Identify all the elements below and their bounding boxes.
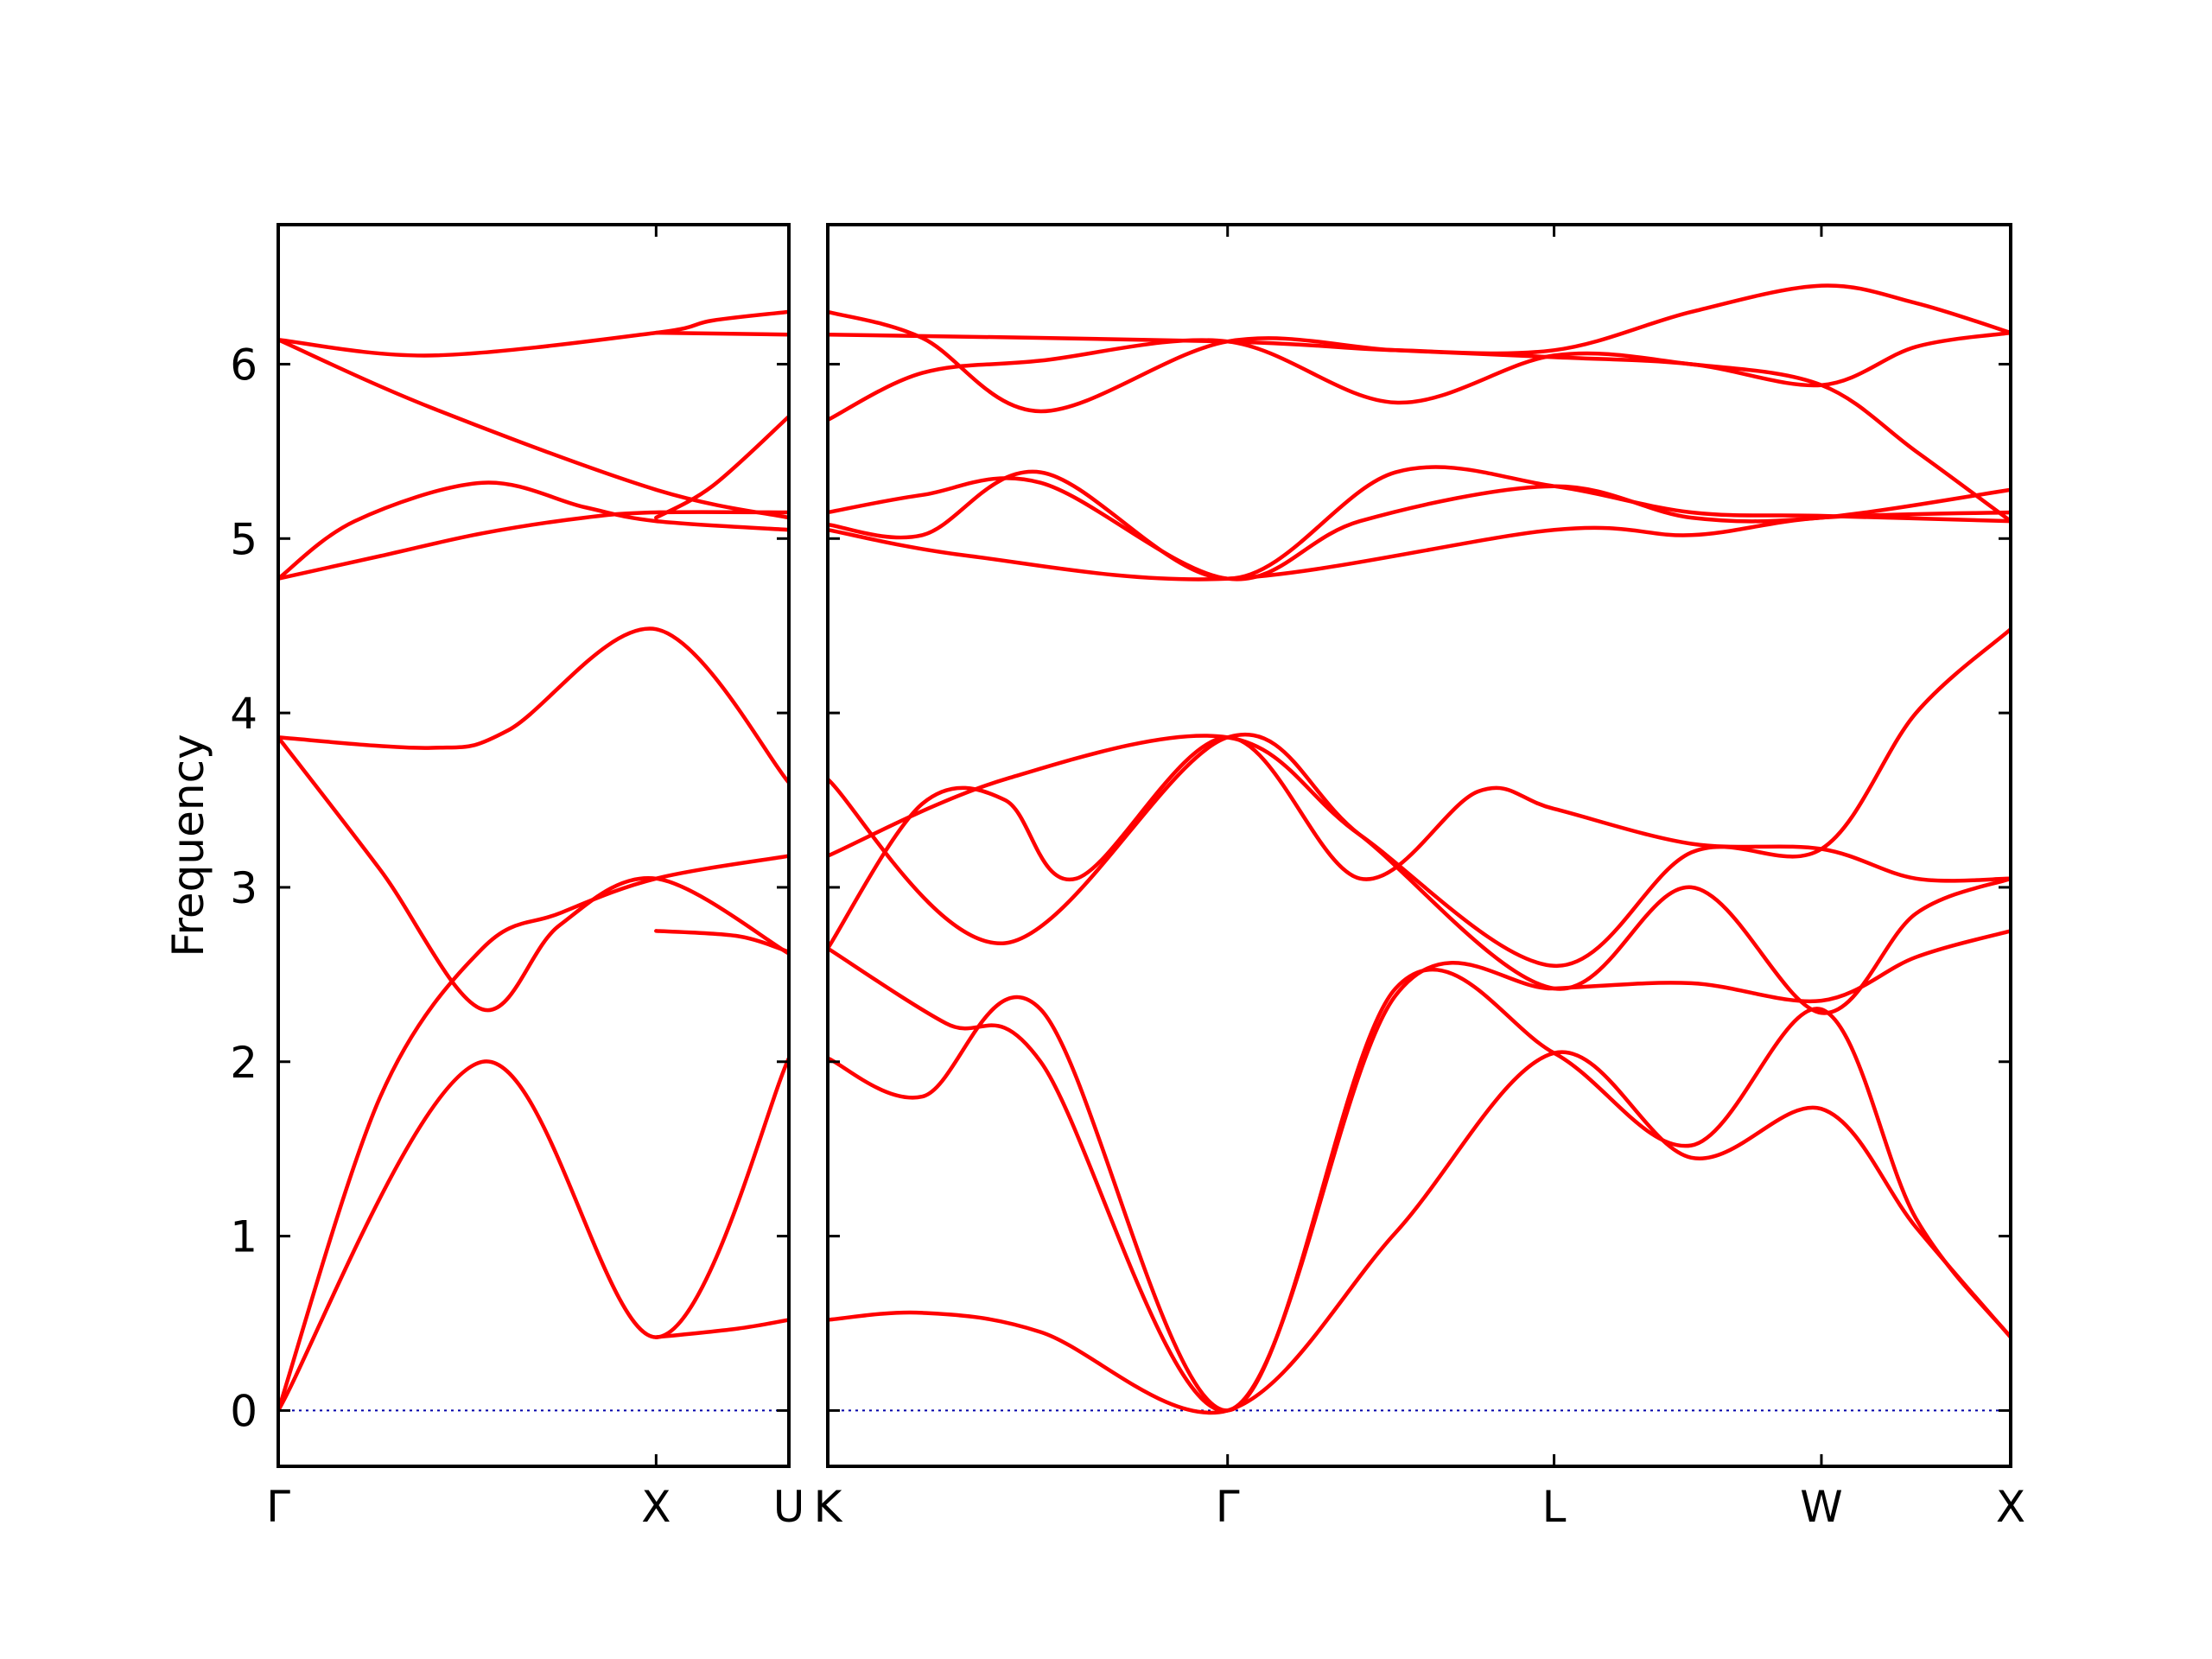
x-tick-label: K [814, 1482, 843, 1532]
x-tick-label: U [773, 1482, 805, 1532]
x-tick-label: Γ [266, 1482, 290, 1532]
panel-frame [276, 223, 791, 1468]
x-tick-label: Γ [1216, 1482, 1240, 1532]
y-tick-label: 5 [230, 514, 257, 564]
x-tick-label: W [1800, 1482, 1842, 1532]
band-line-1-11 [828, 283, 2011, 356]
band-line-0-9 [654, 414, 789, 520]
plot-area [278, 309, 789, 1413]
band-line-0-5 [278, 480, 789, 581]
left-panel: Γ X U 0 1 2 3 4 5 6 [230, 223, 805, 1532]
y-tick-label: 0 [230, 1386, 257, 1436]
y-tick-label: 3 [230, 863, 257, 913]
band-line-1-7 [828, 465, 2011, 581]
band-line-0-8 [654, 330, 789, 337]
band-line-1-9 [828, 338, 2011, 524]
band-line-1-5 [828, 626, 2011, 969]
panel-frame [826, 223, 2012, 1468]
x-tick-label: X [641, 1482, 671, 1532]
band-line-1-3 [828, 735, 2011, 950]
band-line-0-10 [654, 1318, 789, 1339]
x-tick-label: L [1542, 1482, 1567, 1532]
band-line-1-6 [828, 510, 2011, 582]
y-tick-label: 4 [230, 689, 257, 739]
band-line-1-1 [828, 967, 2011, 1413]
band-line-1-8 [828, 476, 2011, 582]
band-line-1-2 [828, 929, 2011, 1413]
band-line-0-0 [278, 1056, 789, 1413]
band-line-0-3 [278, 626, 789, 785]
band-line-1-0 [828, 1050, 2011, 1415]
y-tick-label: 2 [230, 1038, 257, 1088]
x-tick-label: X [1996, 1482, 2025, 1532]
y-tick-label: 6 [230, 340, 257, 390]
band-line-1-4 [828, 733, 2011, 1015]
band-line-0-4 [278, 510, 789, 581]
plot-area [828, 283, 2011, 1415]
band-line-0-2 [278, 735, 789, 1013]
band-line-0-1 [278, 854, 789, 1413]
y-axis-label: Frequency [163, 734, 213, 957]
band-line-0-11 [654, 929, 789, 954]
y-tick-label: 1 [230, 1212, 257, 1262]
band-line-0-7 [278, 337, 789, 520]
band-line-0-6 [278, 309, 789, 358]
